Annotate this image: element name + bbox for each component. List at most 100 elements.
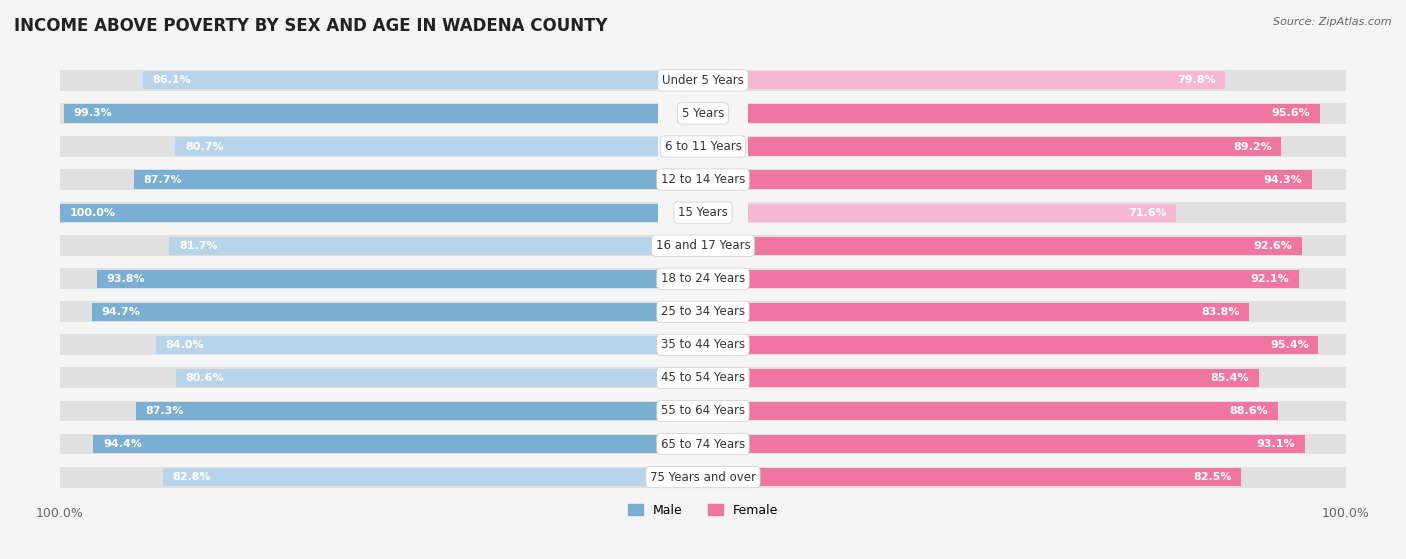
Bar [60, 169, 658, 190]
Text: 80.7%: 80.7% [186, 141, 224, 151]
Bar [60, 136, 658, 157]
Bar [176, 369, 658, 387]
Bar [748, 400, 1346, 421]
Bar [60, 367, 658, 389]
Bar [15, 89, 1391, 97]
Bar [748, 334, 1346, 356]
Bar [163, 468, 658, 486]
Bar [60, 103, 658, 124]
Bar [748, 402, 1278, 420]
Bar [748, 369, 1258, 387]
Bar [748, 138, 1281, 155]
Text: 95.6%: 95.6% [1271, 108, 1310, 119]
Bar [15, 387, 1391, 403]
Bar [748, 367, 1346, 389]
Bar [15, 56, 1391, 72]
Bar [748, 203, 1177, 222]
Text: 18 to 24 Years: 18 to 24 Years [661, 272, 745, 285]
Bar [60, 434, 658, 454]
Text: 94.7%: 94.7% [101, 307, 141, 317]
Bar [15, 255, 1391, 262]
Bar [60, 70, 658, 91]
Bar [91, 303, 658, 321]
Bar [60, 268, 658, 289]
Text: 75 Years and over: 75 Years and over [650, 471, 756, 484]
Text: 94.4%: 94.4% [103, 439, 142, 449]
Bar [748, 169, 1346, 190]
Text: 87.3%: 87.3% [146, 406, 184, 416]
Bar [60, 334, 658, 356]
Bar [748, 202, 1346, 223]
Text: 83.8%: 83.8% [1201, 307, 1240, 317]
Bar [15, 155, 1391, 163]
Text: 89.2%: 89.2% [1233, 141, 1272, 151]
Bar [748, 303, 1249, 321]
Bar [65, 105, 658, 122]
Text: 35 to 44 Years: 35 to 44 Years [661, 338, 745, 352]
Text: Source: ZipAtlas.com: Source: ZipAtlas.com [1274, 17, 1392, 27]
Bar [15, 255, 1391, 271]
Bar [15, 222, 1391, 229]
Text: 93.8%: 93.8% [107, 274, 145, 284]
Bar [748, 336, 1319, 354]
Bar [748, 468, 1241, 486]
Bar [748, 70, 1346, 91]
Text: 93.1%: 93.1% [1257, 439, 1295, 449]
Bar [15, 222, 1391, 238]
Text: Under 5 Years: Under 5 Years [662, 74, 744, 87]
Bar [60, 235, 658, 256]
Bar [60, 400, 658, 421]
Text: 81.7%: 81.7% [179, 241, 218, 250]
Text: 16 and 17 Years: 16 and 17 Years [655, 239, 751, 252]
Bar [15, 387, 1391, 395]
Bar [15, 453, 1391, 461]
Bar [156, 336, 658, 354]
Bar [15, 354, 1391, 369]
Text: 15 Years: 15 Years [678, 206, 728, 219]
Text: INCOME ABOVE POVERTY BY SEX AND AGE IN WADENA COUNTY: INCOME ABOVE POVERTY BY SEX AND AGE IN W… [14, 17, 607, 35]
Bar [15, 420, 1391, 436]
Bar [15, 486, 1391, 494]
Bar [15, 321, 1391, 328]
Text: 92.1%: 92.1% [1250, 274, 1289, 284]
Text: 82.8%: 82.8% [173, 472, 211, 482]
Legend: Male, Female: Male, Female [623, 499, 783, 522]
Bar [15, 188, 1391, 196]
Bar [15, 89, 1391, 105]
Bar [15, 122, 1391, 130]
Bar [748, 236, 1302, 255]
Bar [15, 420, 1391, 428]
Bar [748, 434, 1346, 454]
Bar [15, 288, 1391, 304]
Bar [15, 122, 1391, 138]
Bar [748, 235, 1346, 256]
Bar [748, 170, 1312, 188]
Bar [93, 435, 658, 453]
Bar [176, 138, 658, 155]
Bar [60, 467, 658, 487]
Text: 6 to 11 Years: 6 to 11 Years [665, 140, 741, 153]
Bar [748, 136, 1346, 157]
Text: 71.6%: 71.6% [1128, 207, 1167, 217]
Text: 87.7%: 87.7% [143, 174, 181, 184]
Text: 95.4%: 95.4% [1270, 340, 1309, 350]
Bar [134, 170, 658, 188]
Bar [60, 203, 658, 222]
Bar [748, 268, 1346, 289]
Text: 100.0%: 100.0% [70, 207, 115, 217]
Text: 25 to 34 Years: 25 to 34 Years [661, 305, 745, 318]
Bar [15, 354, 1391, 361]
Bar [170, 236, 658, 255]
Text: 86.1%: 86.1% [153, 75, 191, 86]
Bar [136, 402, 658, 420]
Text: 45 to 54 Years: 45 to 54 Years [661, 371, 745, 385]
Bar [15, 288, 1391, 295]
Text: 55 to 64 Years: 55 to 64 Years [661, 405, 745, 418]
Bar [748, 105, 1320, 122]
Bar [15, 453, 1391, 469]
Bar [748, 467, 1346, 487]
Text: 5 Years: 5 Years [682, 107, 724, 120]
Bar [143, 72, 658, 89]
Bar [15, 188, 1391, 205]
Bar [748, 269, 1299, 288]
